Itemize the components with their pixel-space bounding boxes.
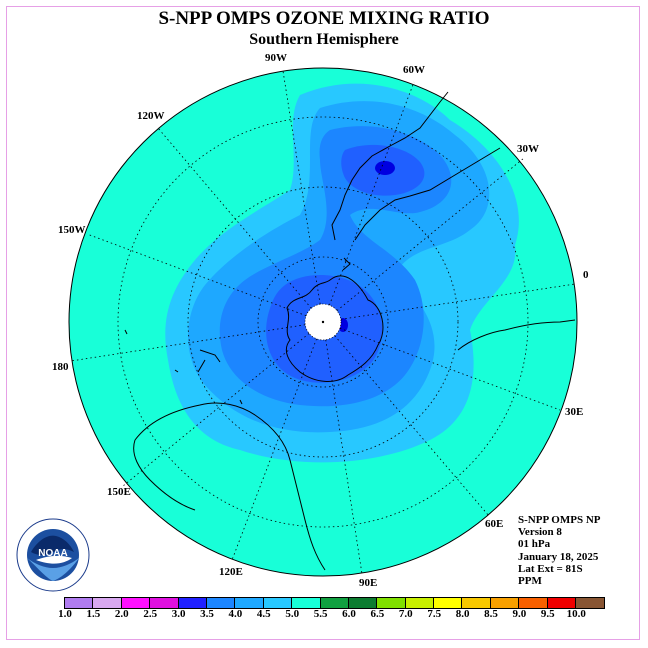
- meridian-60e: [322, 321, 490, 517]
- colorbar-swatch: [576, 598, 605, 608]
- coast-africa: [457, 319, 576, 351]
- ozone-field: [69, 68, 577, 576]
- colorbar-ticks: 1.0 1.5 2.0 2.5 3.0 3.5 4.0 4.5 5.0 5.5 6.0 6.5 7.0 7…: [0, 608, 648, 622]
- graticule-meridians: [70, 70, 576, 575]
- lon-label-30e: 30E: [565, 406, 583, 418]
- info-units: PPM: [518, 575, 542, 588]
- colorbar: [64, 597, 606, 609]
- coast-antarctica: [285, 257, 384, 382]
- lon-label-90w: 90W: [265, 52, 287, 64]
- colorbar-tick-label: 5.0: [285, 608, 300, 620]
- info-date: January 18, 2025: [518, 550, 599, 563]
- meridian-30w: [322, 157, 525, 323]
- colorbar-swatch: [150, 598, 179, 608]
- lon-label-0: 0: [583, 269, 589, 281]
- map-title: S-NPP OMPS OZONE MIXING RATIO: [158, 8, 490, 29]
- colorbar-swatch: [65, 598, 94, 608]
- lon-label-120w: 120W: [137, 110, 165, 122]
- colorbar-tick-label: 6.0: [342, 608, 356, 620]
- colorbar-tick-label: 1.0: [58, 608, 72, 620]
- colorbar-swatch: [178, 598, 207, 608]
- lon-label-150e: 150E: [107, 486, 131, 498]
- colorbar-tick-label: 2.5: [143, 608, 158, 620]
- colorbar-tick-label: 7.5: [427, 608, 442, 620]
- colorbar-tick-label: 8.0: [455, 608, 470, 620]
- colorbar-swatch: [377, 598, 406, 608]
- pole-marker: [321, 320, 325, 324]
- colorbar-tick-label: 2.0: [114, 608, 129, 620]
- meridian-180: [70, 321, 324, 362]
- colorbar-swatch: [320, 598, 349, 608]
- max-cell: [375, 161, 395, 175]
- map-boundary: [68, 67, 578, 577]
- meridian-120e: [231, 321, 324, 561]
- colorbar-swatch: [263, 598, 293, 608]
- colorbar-swatch: [519, 598, 548, 608]
- colorbar-swatch: [235, 598, 264, 608]
- colorbar-swatch: [121, 598, 151, 608]
- lat-circle-50: [187, 186, 459, 458]
- info-lat-extent: Lat Ext = 81S: [518, 562, 583, 575]
- colorbar-tick-label: 3.0: [171, 608, 186, 620]
- colorbar-swatch: [292, 598, 321, 608]
- meridian-30e: [322, 321, 561, 411]
- info-block: S-NPP OMPS NP Version 8 01 hPa January 1…: [518, 514, 601, 587]
- figure-frame: [6, 6, 640, 640]
- info-pressure-level: 01 hPa: [518, 538, 551, 551]
- colorbar-tick-label: 5.5: [313, 608, 328, 620]
- lon-label-120e: 120E: [219, 566, 243, 578]
- colorbar-tick-label: 8.5: [484, 608, 498, 620]
- lon-label-150w: 150W: [58, 224, 86, 236]
- meridian-90w: [282, 70, 324, 323]
- lon-label-60e: 60E: [485, 518, 503, 530]
- colorbar-tick-label: 10.0: [566, 608, 586, 620]
- meridian-120w: [157, 127, 324, 323]
- colorbar-tick-label: 3.5: [200, 608, 214, 620]
- colorbar-swatch: [434, 598, 463, 608]
- colorbar-swatch: [206, 598, 236, 608]
- colorbar-swatch: [348, 598, 378, 608]
- lat-circle-30: [117, 116, 529, 528]
- lon-label-90e: 90E: [359, 577, 377, 589]
- meridian-0: [322, 283, 576, 323]
- colorbar-swatch: [462, 598, 491, 608]
- lon-label-180: 180: [52, 361, 69, 373]
- coast-islands: [124, 329, 243, 405]
- lon-label-30w: 30W: [517, 143, 539, 155]
- colorbar-tick-label: 4.0: [228, 608, 243, 620]
- colorbar-swatch: [93, 598, 122, 608]
- lat-circle-70: [257, 256, 389, 388]
- colorbar-tick-label: 7.0: [398, 608, 413, 620]
- longitude-labels: 90W 60W 30W 0 30E 60E 90E 120E 150E 180 …: [52, 52, 589, 589]
- map-subtitle: Southern Hemisphere: [249, 31, 399, 48]
- noaa-logo: NOAA: [16, 518, 90, 592]
- coast-australia: [133, 402, 326, 571]
- logo-text: NOAA: [38, 548, 67, 559]
- colorbar-tick-label: 9.5: [540, 608, 555, 620]
- colorbar-tick-label: 9.0: [512, 608, 527, 620]
- coastlines: [124, 91, 576, 571]
- coast-new-zealand: [197, 349, 221, 373]
- info-version: Version 8: [518, 526, 562, 539]
- info-instrument: S-NPP OMPS NP: [518, 514, 601, 526]
- coast-south-america: [331, 91, 501, 241]
- lon-label-60w: 60W: [403, 64, 425, 76]
- colorbar-tick-label: 1.5: [86, 608, 101, 620]
- colorbar-tick-label: 6.5: [370, 608, 385, 620]
- colorbar-tick-label: 4.5: [256, 608, 271, 620]
- colorbar-swatch: [490, 598, 520, 608]
- meridian-150w: [86, 233, 324, 323]
- graticule-latitudes: [117, 116, 529, 528]
- meridian-90e: [322, 321, 363, 575]
- colorbar-swatch: [405, 598, 435, 608]
- colorbar-swatch: [547, 598, 577, 608]
